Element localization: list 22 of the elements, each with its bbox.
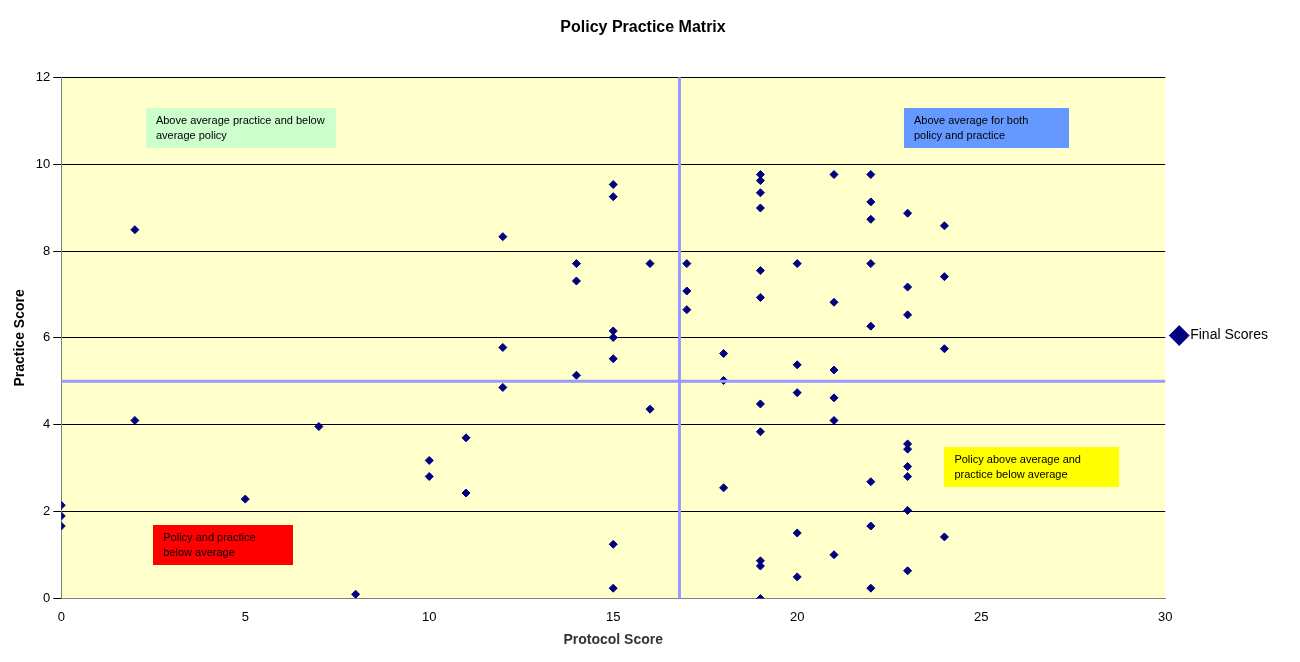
chart-title: Policy Practice Matrix — [560, 18, 726, 36]
note-box: Policy and practice below average — [153, 524, 294, 565]
note-box: Above average practice and below average policy — [145, 107, 336, 148]
x-axis-title: Protocol Score — [563, 631, 664, 648]
note-box: Above average for both policy and practice — [903, 107, 1069, 148]
y-tick-label: 2 — [43, 503, 51, 519]
y-tick-label: 8 — [43, 242, 51, 258]
x-tick-label: 5 — [241, 608, 249, 624]
x-tick-label: 20 — [789, 608, 805, 624]
x-tick-label: 30 — [1157, 608, 1173, 624]
x-tick-label: 25 — [973, 608, 989, 624]
y-tick-label: 10 — [35, 155, 51, 171]
x-tick-label: 0 — [57, 608, 65, 624]
x-tick-label: 10 — [422, 608, 437, 624]
note-box: Policy above average and practice below average — [944, 446, 1120, 487]
legend-label: Final Scores — [1190, 326, 1269, 343]
y-axis-title: Practice Score — [11, 289, 28, 387]
y-tick-label: 12 — [35, 68, 51, 84]
y-tick-label: 6 — [43, 329, 51, 345]
y-tick-label: 4 — [43, 416, 51, 432]
y-tick-label: 0 — [43, 590, 51, 606]
x-tick-label: 15 — [605, 608, 621, 624]
